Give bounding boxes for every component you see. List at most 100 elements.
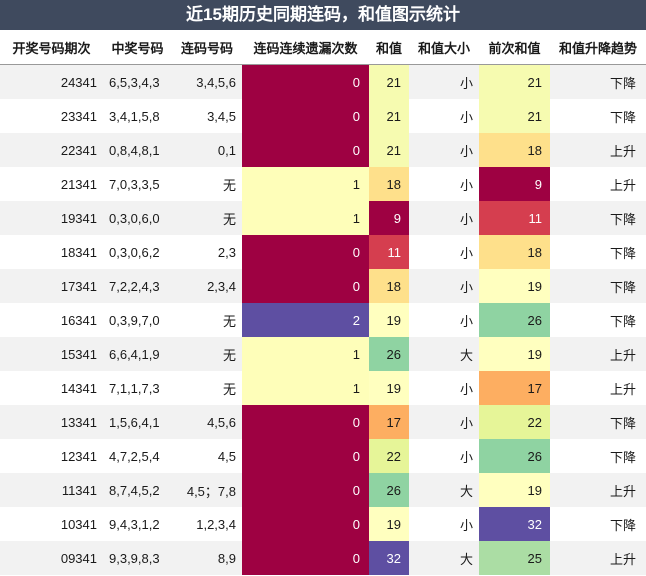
cell-numbers: 8,7,4,5,2: [103, 473, 172, 507]
cell-numbers: 9,3,9,8,3: [103, 541, 172, 575]
cell-consecutive: 4,5: [172, 439, 242, 473]
cell-period: 24341: [0, 64, 103, 99]
cell-trend: 下降: [550, 64, 646, 99]
header-period: 开奖号码期次: [0, 30, 103, 65]
cell-numbers: 0,3,9,7,0: [103, 303, 172, 337]
cell-trend: 上升: [550, 473, 646, 507]
cell-trend: 上升: [550, 167, 646, 201]
cell-trend: 上升: [550, 133, 646, 167]
cell-sum: 19: [369, 507, 409, 541]
cell-numbers: 6,6,4,1,9: [103, 337, 172, 371]
cell-numbers: 0,8,4,8,1: [103, 133, 172, 167]
cell-numbers: 7,0,3,3,5: [103, 167, 172, 201]
cell-period: 21341: [0, 167, 103, 201]
cell-period: 22341: [0, 133, 103, 167]
cell-trend: 下降: [550, 507, 646, 541]
header-row: 开奖号码期次 中奖号码 连码号码 连码连续遗漏次数 和值 和值大小 前次和值 和…: [0, 30, 646, 65]
cell-size: 小: [409, 303, 479, 337]
cell-prev-sum: 19: [479, 337, 550, 371]
cell-trend: 上升: [550, 371, 646, 405]
cell-trend: 下降: [550, 235, 646, 269]
cell-prev-sum: 19: [479, 473, 550, 507]
table-title: 近15期历史同期连码，和值图示统计: [0, 0, 646, 30]
cell-prev-sum: 26: [479, 439, 550, 473]
cell-period: 19341: [0, 201, 103, 235]
cell-prev-sum: 18: [479, 133, 550, 167]
cell-period: 13341: [0, 405, 103, 439]
cell-period: 23341: [0, 99, 103, 133]
table-row: 11341 8,7,4,5,2 4,5；7,8 0 26 大 19 上升: [0, 473, 646, 507]
table-row: 16341 0,3,9,7,0 无 2 19 小 26 下降: [0, 303, 646, 337]
cell-consecutive: 3,4,5: [172, 99, 242, 133]
cell-trend: 下降: [550, 303, 646, 337]
cell-miss: 0: [242, 235, 369, 269]
cell-trend: 下降: [550, 201, 646, 235]
cell-prev-sum: 21: [479, 99, 550, 133]
cell-consecutive: 1,2,3,4: [172, 507, 242, 541]
cell-miss: 0: [242, 541, 369, 575]
cell-miss: 2: [242, 303, 369, 337]
cell-period: 17341: [0, 269, 103, 303]
table-row: 19341 0,3,0,6,0 无 1 9 小 11 下降: [0, 201, 646, 235]
cell-sum: 21: [369, 64, 409, 99]
cell-miss: 1: [242, 201, 369, 235]
cell-miss: 0: [242, 64, 369, 99]
cell-period: 18341: [0, 235, 103, 269]
cell-numbers: 0,3,0,6,2: [103, 235, 172, 269]
cell-size: 小: [409, 405, 479, 439]
table-row: 22341 0,8,4,8,1 0,1 0 21 小 18 上升: [0, 133, 646, 167]
cell-miss: 0: [242, 269, 369, 303]
table-row: 12341 4,7,2,5,4 4,5 0 22 小 26 下降: [0, 439, 646, 473]
cell-prev-sum: 19: [479, 269, 550, 303]
cell-consecutive: 无: [172, 337, 242, 371]
table-row: 18341 0,3,0,6,2 2,3 0 11 小 18 下降: [0, 235, 646, 269]
cell-trend: 下降: [550, 99, 646, 133]
cell-sum: 21: [369, 99, 409, 133]
cell-period: 10341: [0, 507, 103, 541]
cell-size: 小: [409, 133, 479, 167]
cell-miss: 0: [242, 439, 369, 473]
cell-trend: 上升: [550, 541, 646, 575]
cell-sum: 22: [369, 439, 409, 473]
cell-size: 小: [409, 167, 479, 201]
cell-consecutive: 无: [172, 303, 242, 337]
cell-prev-sum: 9: [479, 167, 550, 201]
cell-size: 大: [409, 541, 479, 575]
cell-numbers: 6,5,3,4,3: [103, 64, 172, 99]
cell-period: 09341: [0, 541, 103, 575]
stats-table: 开奖号码期次 中奖号码 连码号码 连码连续遗漏次数 和值 和值大小 前次和值 和…: [0, 30, 646, 575]
cell-numbers: 4,7,2,5,4: [103, 439, 172, 473]
cell-consecutive: 无: [172, 167, 242, 201]
cell-sum: 19: [369, 303, 409, 337]
header-size: 和值大小: [409, 30, 479, 65]
cell-consecutive: 无: [172, 201, 242, 235]
table-row: 13341 1,5,6,4,1 4,5,6 0 17 小 22 下降: [0, 405, 646, 439]
cell-prev-sum: 21: [479, 64, 550, 99]
cell-prev-sum: 17: [479, 371, 550, 405]
table-row: 23341 3,4,1,5,8 3,4,5 0 21 小 21 下降: [0, 99, 646, 133]
header-prev-sum: 前次和值: [479, 30, 550, 65]
cell-miss: 0: [242, 405, 369, 439]
table-body: 24341 6,5,3,4,3 3,4,5,6 0 21 小 21 下降 23341 3,4,1,…: [0, 64, 646, 575]
table-row: 21341 7,0,3,3,5 无 1 18 小 9 上升: [0, 167, 646, 201]
cell-size: 大: [409, 473, 479, 507]
cell-trend: 下降: [550, 269, 646, 303]
header-miss: 连码连续遗漏次数: [242, 30, 369, 65]
cell-miss: 0: [242, 507, 369, 541]
cell-prev-sum: 11: [479, 201, 550, 235]
cell-trend: 下降: [550, 439, 646, 473]
cell-miss: 0: [242, 99, 369, 133]
table-row: 09341 9,3,9,8,3 8,9 0 32 大 25 上升: [0, 541, 646, 575]
cell-sum: 26: [369, 473, 409, 507]
cell-size: 小: [409, 371, 479, 405]
header-trend: 和值升降趋势: [550, 30, 646, 65]
cell-consecutive: 4,5；7,8: [172, 473, 242, 507]
cell-prev-sum: 26: [479, 303, 550, 337]
cell-period: 11341: [0, 473, 103, 507]
cell-period: 14341: [0, 371, 103, 405]
cell-size: 小: [409, 235, 479, 269]
cell-sum: 11: [369, 235, 409, 269]
cell-sum: 17: [369, 405, 409, 439]
cell-prev-sum: 32: [479, 507, 550, 541]
header-consecutive: 连码号码: [172, 30, 242, 65]
